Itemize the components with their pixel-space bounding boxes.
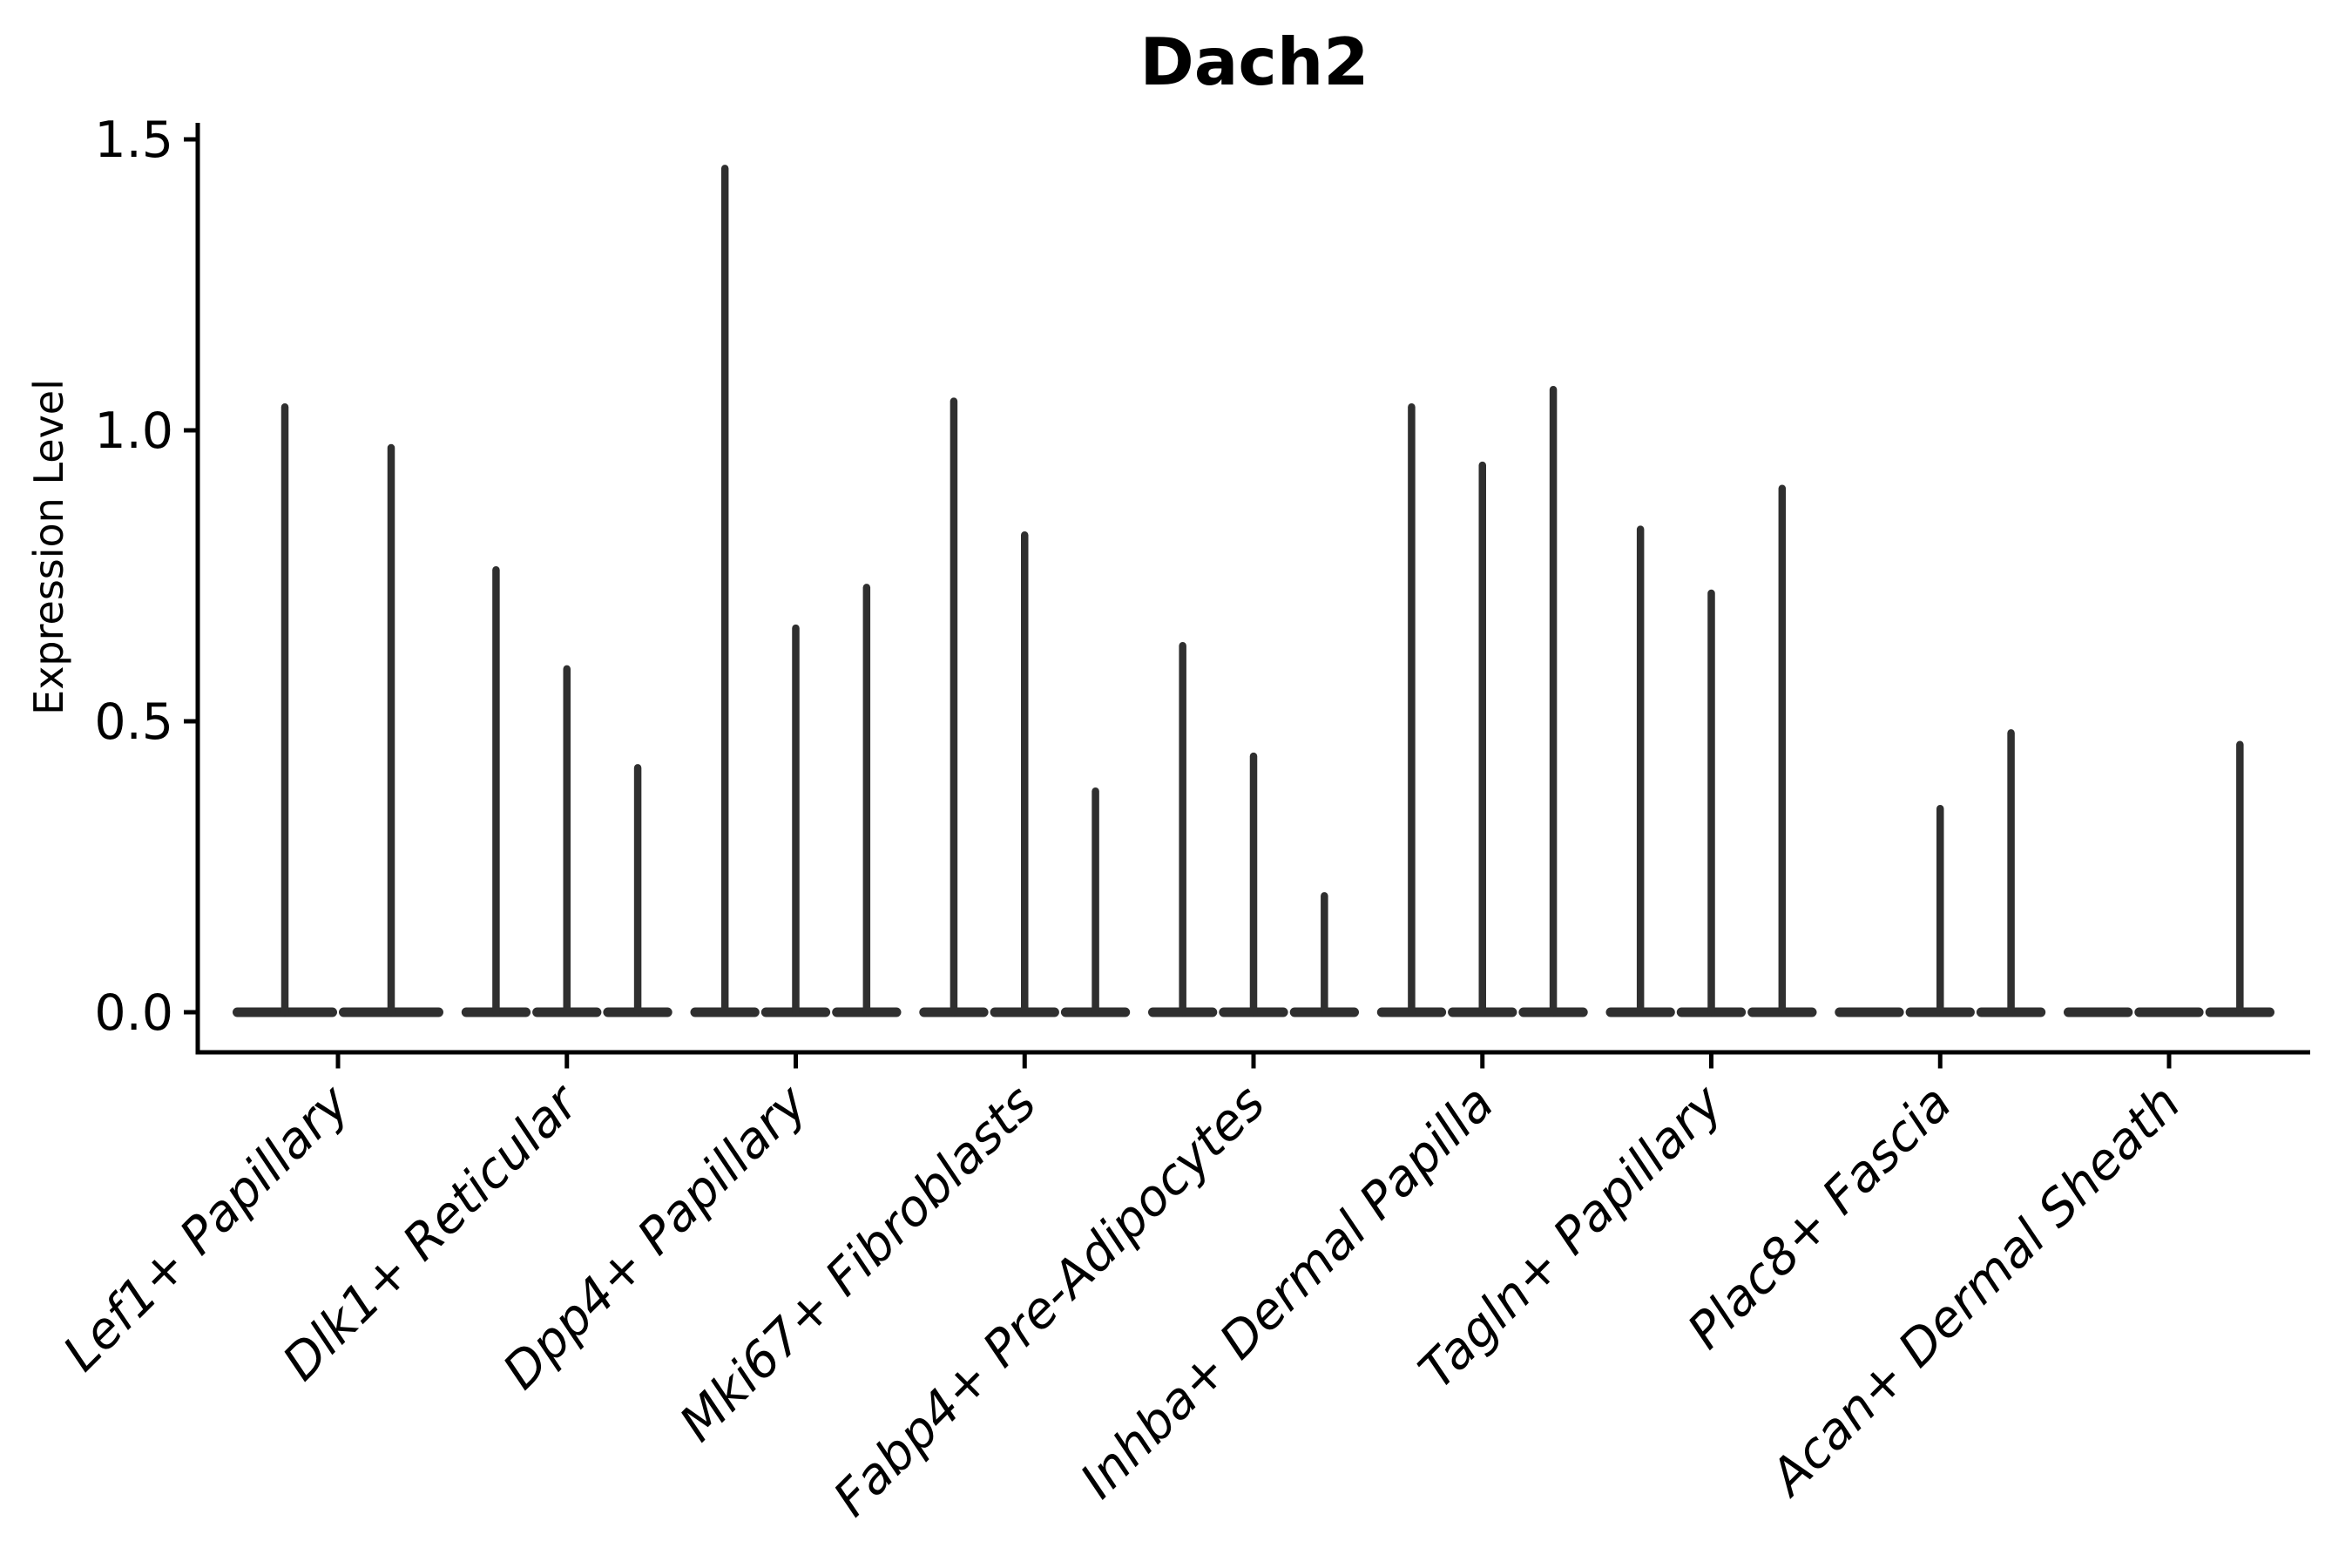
violin [1835,1007,1904,1017]
y-tick-label: 0.5 [94,693,173,751]
y-tick-label: 0.0 [94,984,173,1042]
violin-group [461,566,672,1017]
x-tick-label: Acan+ Dermal Sheath [1757,1074,2191,1508]
violin [1747,484,1817,1017]
violin [1148,641,1218,1017]
violin-group [2064,740,2274,1017]
violin [1976,729,2046,1017]
violin [919,397,989,1017]
violin [2205,740,2274,1017]
violin [1376,403,1447,1017]
violin [603,764,672,1017]
violin-group [919,397,1131,1017]
violin-group [233,403,443,1017]
violin [1518,385,1588,1017]
violin [2134,1007,2204,1017]
violin-group [1376,385,1588,1017]
violin [1060,787,1131,1017]
violin-group [690,165,902,1017]
violin [532,665,602,1017]
violin-group [1148,641,1359,1017]
y-tick-label: 1.0 [94,402,173,460]
violin [1448,461,1517,1017]
violin [1219,752,1288,1017]
y-axis-label: Expression Level [25,379,72,715]
violin [760,624,831,1017]
violin-base [2064,1007,2133,1017]
violin [1676,589,1747,1017]
violin-base [1835,1007,1904,1017]
violin [1605,525,1675,1017]
chart-title: Dach2 [1140,24,1369,100]
violin-group [1835,729,2046,1017]
y-tick-label: 1.5 [94,112,173,169]
x-tick-label: Inhba+ Dermal Papilla [1070,1074,1505,1510]
violin [233,403,337,1017]
violin [461,566,531,1017]
violin [690,165,760,1017]
violin [1289,892,1359,1017]
violin-group [1605,484,1817,1017]
x-tick-label: Fabp4+ Pre-Adipocytes [823,1074,1276,1527]
violin-base [2134,1007,2204,1017]
violin [1905,804,1975,1017]
violin [990,531,1059,1017]
violin [339,443,443,1017]
violin [832,584,902,1017]
violin [2064,1007,2133,1017]
